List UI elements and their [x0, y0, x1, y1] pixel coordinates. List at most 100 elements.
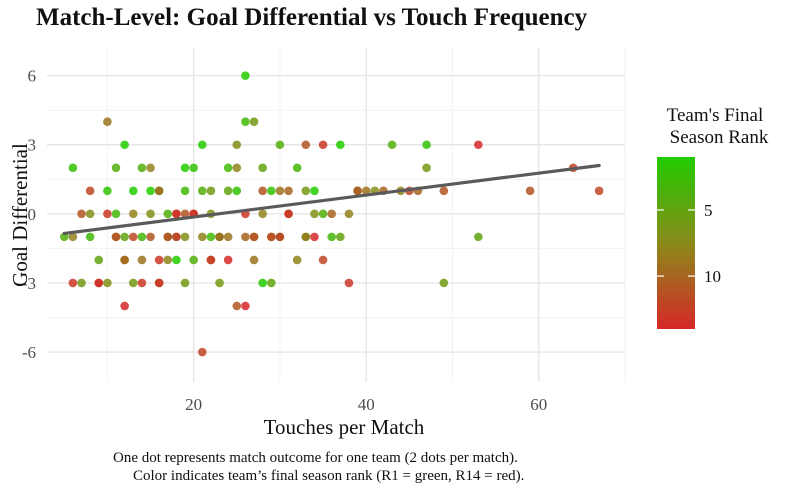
data-point — [172, 209, 181, 219]
data-point — [310, 186, 319, 196]
caption-line2: Color indicates team’s final season rank… — [133, 468, 525, 484]
x-axis-label: Touches per Match — [264, 415, 425, 439]
data-point — [206, 186, 216, 196]
data-point — [180, 278, 190, 288]
data-point — [206, 232, 216, 242]
data-point — [258, 186, 267, 196]
data-point — [336, 140, 345, 150]
data-point — [327, 232, 336, 242]
data-point — [163, 209, 173, 219]
data-point — [77, 209, 86, 219]
data-point — [439, 278, 449, 288]
data-point — [474, 232, 483, 242]
y-tick-label: 3 — [28, 136, 37, 155]
legend-tick-label: 10 — [704, 267, 721, 286]
data-point — [146, 163, 155, 173]
data-point — [146, 232, 155, 242]
data-points — [59, 71, 604, 357]
data-point — [474, 140, 483, 150]
data-point — [223, 163, 233, 173]
data-point — [103, 278, 112, 288]
data-point — [301, 186, 311, 196]
data-point — [266, 186, 276, 196]
data-point — [103, 117, 112, 127]
trend-line-group — [62, 163, 601, 236]
data-point — [137, 163, 147, 173]
data-point — [422, 140, 431, 150]
data-point — [275, 140, 285, 150]
legend-ticks: 5 10 — [657, 201, 721, 286]
data-point — [275, 186, 285, 196]
data-point — [189, 255, 198, 265]
legend-title-line1: Team's Final — [667, 105, 764, 126]
data-point — [103, 186, 112, 196]
grid-lines — [47, 48, 626, 382]
data-point — [128, 209, 138, 219]
data-point — [292, 255, 302, 265]
data-point — [68, 278, 78, 288]
data-point — [241, 117, 250, 127]
data-point — [318, 255, 328, 265]
data-point — [120, 232, 129, 242]
data-point — [439, 186, 449, 196]
caption-line1: One dot represents match outcome for one… — [113, 450, 518, 466]
data-point — [163, 232, 173, 242]
data-point — [154, 278, 164, 288]
data-point — [301, 140, 311, 150]
data-point — [120, 255, 129, 265]
data-point — [215, 232, 224, 242]
data-point — [422, 163, 431, 173]
data-point — [266, 232, 276, 242]
data-point — [292, 163, 302, 173]
data-point — [103, 209, 112, 219]
y-tick-label: -3 — [22, 274, 36, 293]
data-point — [206, 255, 216, 265]
data-point — [120, 301, 129, 311]
data-point — [85, 186, 95, 196]
data-point — [258, 278, 267, 288]
x-tick-label: 20 — [185, 395, 202, 414]
y-tick-label: -6 — [22, 343, 36, 362]
axis-labels: 20 40 60 -6 -3 0 3 6 — [22, 67, 547, 414]
data-point — [223, 186, 233, 196]
data-point — [189, 163, 198, 173]
data-point — [344, 209, 354, 219]
data-point — [111, 232, 121, 242]
data-point — [241, 232, 250, 242]
data-point — [163, 255, 173, 265]
data-point — [310, 232, 319, 242]
data-point — [180, 232, 190, 242]
data-point — [241, 71, 250, 80]
data-point — [197, 140, 207, 150]
data-point — [284, 186, 293, 196]
data-point — [249, 255, 259, 265]
data-point — [361, 186, 371, 196]
data-point — [180, 186, 190, 196]
data-point — [197, 232, 207, 242]
data-point — [344, 278, 354, 288]
x-tick-label: 60 — [530, 395, 547, 414]
y-axis-label: Goal Differential — [8, 143, 32, 287]
data-point — [85, 209, 95, 219]
data-point — [594, 186, 604, 196]
data-point — [172, 232, 181, 242]
data-point — [232, 140, 242, 150]
data-point — [301, 232, 311, 242]
data-point — [128, 278, 138, 288]
data-point — [197, 186, 207, 196]
data-point — [180, 209, 190, 219]
data-point — [77, 278, 86, 288]
data-point — [128, 186, 138, 196]
y-tick-label: 0 — [28, 205, 37, 224]
data-point — [284, 209, 293, 219]
data-point — [215, 278, 224, 288]
data-point — [128, 232, 138, 242]
data-point — [275, 232, 285, 242]
data-point — [327, 209, 336, 219]
data-point — [353, 186, 362, 196]
color-legend: Team's Final Season Rank 5 10 — [657, 105, 769, 329]
data-point — [249, 232, 259, 242]
data-point — [94, 255, 104, 265]
data-point — [249, 117, 259, 127]
